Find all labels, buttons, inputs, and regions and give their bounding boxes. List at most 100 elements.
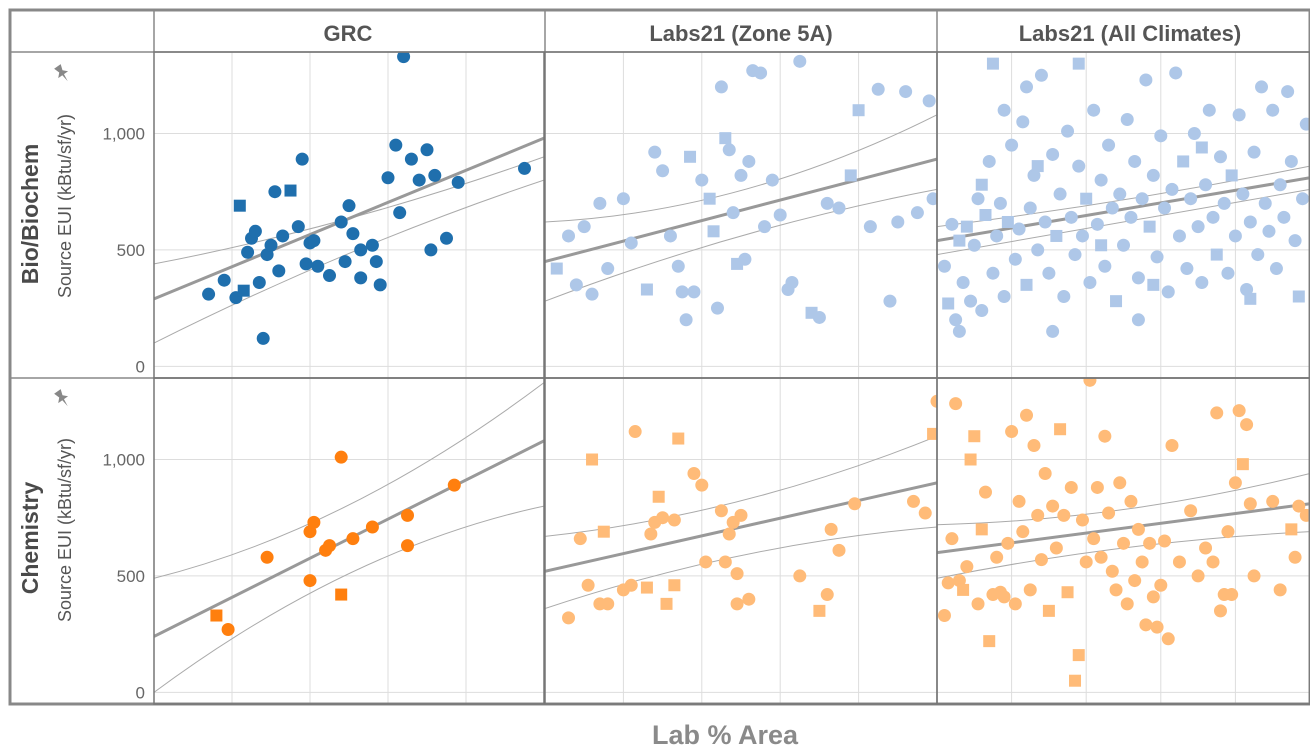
data-point [381, 171, 395, 185]
data-point-square [1020, 278, 1033, 291]
data-point-square [1031, 160, 1044, 173]
data-point [1109, 583, 1123, 597]
data-point [518, 161, 531, 175]
data-point [1016, 115, 1030, 129]
data-points [202, 52, 1310, 687]
data-point [1284, 154, 1298, 168]
data-point [311, 259, 325, 273]
data-point [1064, 480, 1078, 494]
data-point [1105, 564, 1119, 578]
data-point [1057, 508, 1071, 522]
data-point [758, 220, 772, 234]
data-point [1281, 85, 1295, 99]
data-point-square [335, 588, 348, 601]
data-point [252, 276, 266, 290]
data-point [937, 259, 951, 273]
data-point [1124, 210, 1138, 224]
data-point [941, 576, 955, 590]
data-point-square [1095, 239, 1108, 252]
data-point [734, 508, 748, 522]
trend-group [937, 502, 1310, 555]
data-point [1187, 127, 1201, 140]
data-point [718, 555, 732, 569]
data-point [1046, 147, 1060, 161]
data-point [1038, 466, 1052, 480]
pin-icon[interactable] [52, 388, 72, 410]
data-point [675, 285, 689, 299]
pin-icon[interactable] [52, 63, 72, 85]
data-point [1005, 425, 1019, 439]
data-point [1221, 525, 1235, 539]
point-group [210, 450, 461, 636]
data-point [393, 206, 407, 220]
data-point [848, 497, 862, 511]
panel-frame [153, 51, 545, 379]
data-point [949, 397, 963, 411]
data-point [695, 173, 709, 187]
data-point [1083, 378, 1097, 387]
data-point [1161, 632, 1175, 646]
data-point [730, 567, 744, 581]
data-point [993, 196, 1007, 210]
data-point [1061, 124, 1075, 138]
data-point [671, 259, 685, 273]
data-point [964, 294, 978, 308]
data-point [581, 578, 595, 592]
data-point-square [975, 178, 988, 191]
data-point-square [210, 609, 223, 622]
data-point [937, 609, 951, 623]
data-point [1236, 187, 1250, 201]
data-point [1184, 504, 1198, 518]
data-point [1087, 103, 1101, 117]
data-point [714, 504, 728, 518]
data-point-square [1147, 278, 1160, 291]
data-point-square [1054, 423, 1067, 436]
data-point [997, 290, 1011, 303]
data-point-square [284, 184, 297, 197]
data-point [997, 590, 1011, 604]
panel-frame [936, 377, 1310, 705]
trend-group [545, 481, 937, 573]
data-point [742, 592, 756, 606]
data-point-square [927, 427, 937, 440]
data-point [1124, 494, 1138, 508]
data-point [990, 229, 1004, 243]
data-point-square [1001, 215, 1014, 228]
data-point [1016, 525, 1030, 539]
data-point [773, 208, 787, 222]
data-point [1034, 68, 1048, 82]
data-point-square [703, 192, 716, 205]
data-point [738, 252, 752, 266]
data-point [346, 227, 360, 241]
data-point [1113, 187, 1127, 201]
data-point [1262, 224, 1276, 238]
data-point [986, 266, 1000, 280]
data-point [956, 276, 970, 290]
data-point [256, 331, 270, 345]
data-point [447, 478, 461, 492]
data-point [1154, 578, 1168, 592]
data-point [978, 485, 992, 499]
column-header-labs21-zone5a: Labs21 (Zone 5A) [649, 21, 832, 46]
data-point [754, 66, 768, 80]
data-point-square [1285, 523, 1298, 536]
data-point [648, 145, 662, 159]
data-point [365, 238, 379, 252]
data-point [1199, 178, 1213, 192]
data-point [1049, 541, 1063, 555]
data-point-square [1292, 290, 1305, 303]
data-point [1098, 259, 1112, 273]
data-point [323, 539, 336, 553]
data-point [945, 217, 959, 231]
data-point [1042, 266, 1056, 280]
data-point-square [844, 169, 857, 182]
y-tick-label: 0 [136, 683, 145, 702]
data-point [1277, 210, 1291, 224]
band-group [154, 382, 544, 693]
data-point [272, 264, 286, 278]
data-point-square [1072, 649, 1085, 662]
data-point [975, 303, 989, 317]
data-point [276, 229, 290, 243]
data-point [334, 450, 348, 464]
